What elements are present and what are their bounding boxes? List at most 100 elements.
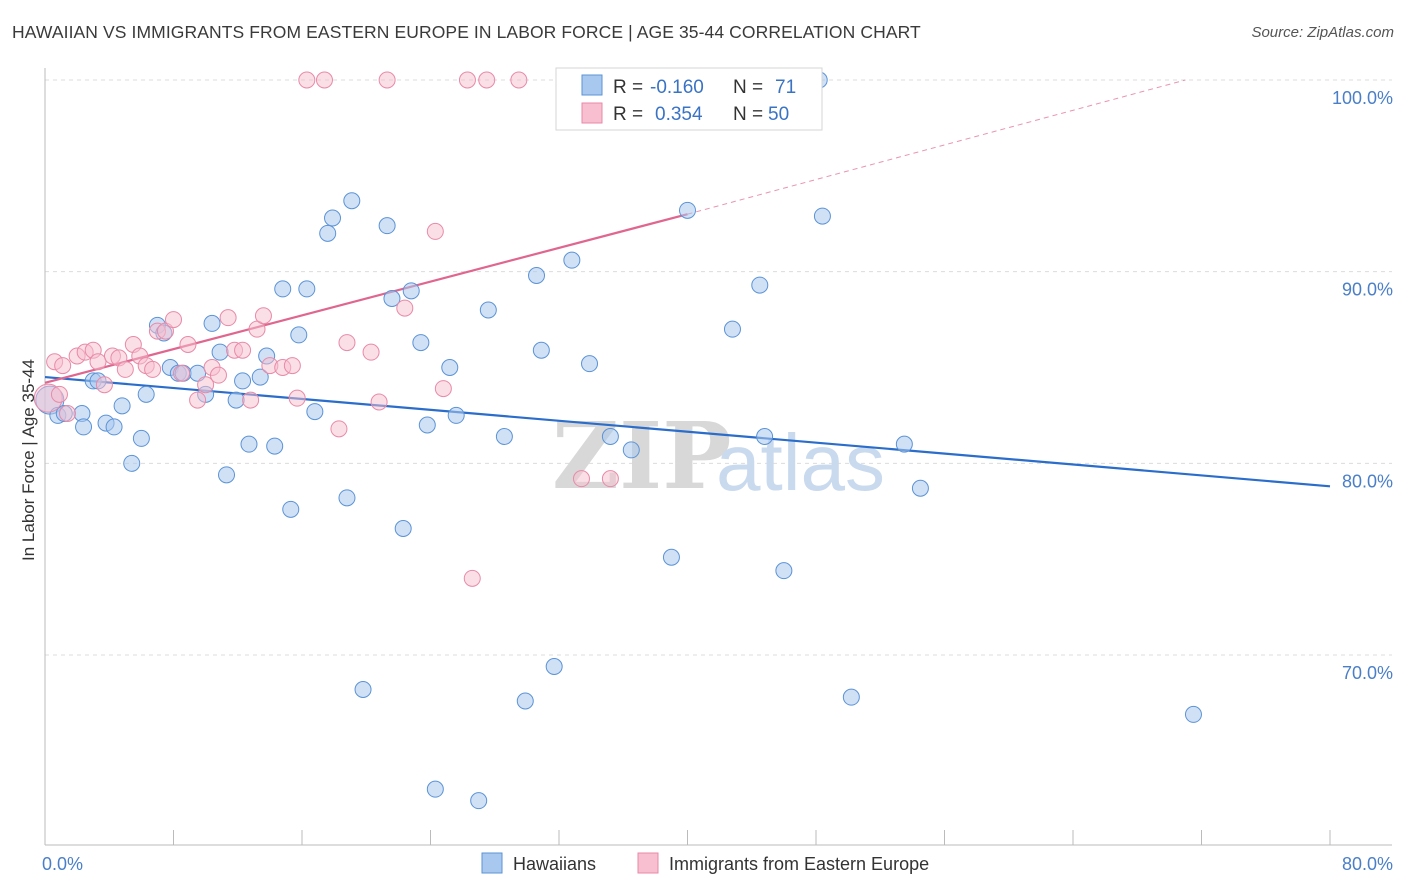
eastern-europe-point: [338, 334, 356, 352]
hawaiian-point: [274, 280, 292, 298]
eastern-europe-point: [173, 364, 191, 382]
hawaiian-point: [137, 385, 155, 403]
eastern-europe-point: [370, 393, 388, 411]
hawaiian-point: [266, 437, 284, 455]
hawaiian-point: [282, 500, 300, 518]
trend-lines: [44, 79, 1331, 488]
eastern-europe-point: [156, 322, 174, 340]
legend-n-value-hawaiians: 71: [775, 77, 796, 98]
y-tick-label: 70.0%: [1342, 663, 1393, 683]
legend-n-value-eastern-europe: 50: [768, 104, 789, 125]
eastern-europe-point: [89, 353, 107, 371]
data-points: [33, 71, 1202, 810]
eastern-europe-point: [144, 360, 162, 378]
hawaiian-point: [418, 416, 436, 434]
y-tick-labels: 70.0% 80.0% 90.0% 100.0%: [1332, 88, 1393, 683]
hawaiian-point: [105, 418, 123, 436]
hawaiian-point: [343, 192, 361, 210]
eastern-europe-point: [254, 307, 272, 325]
hawaiian-point: [227, 391, 245, 409]
eastern-europe-point: [362, 343, 380, 361]
hawaiian-point: [756, 428, 774, 445]
eastern-europe-point: [378, 71, 396, 89]
eastern-europe-point: [283, 357, 301, 375]
hawaiian-point: [895, 435, 913, 453]
hawaiian-point: [338, 489, 356, 507]
legend: R = -0.160 N = 71 R = 0.354 N = 50: [555, 67, 823, 131]
hawaiian-point: [563, 251, 581, 269]
hawaiian-point: [383, 290, 401, 307]
bottom-legend-label-eastern-europe: Immigrants from Eastern Europe: [669, 854, 929, 874]
trend-line-eastern-europe-extension: [687, 79, 1186, 215]
hawaiian-point: [479, 301, 497, 319]
eastern-europe-point: [572, 470, 590, 488]
eastern-europe-point: [315, 71, 333, 89]
eastern-europe-point: [434, 380, 452, 398]
hawaiian-point: [324, 209, 342, 227]
axes: [44, 68, 1392, 846]
legend-n-label: N =: [733, 104, 763, 125]
eastern-europe-point: [209, 366, 227, 384]
eastern-europe-point: [116, 360, 134, 378]
hawaiian-point: [251, 368, 269, 386]
hawaiian-point: [354, 681, 372, 698]
hawaiian-point: [234, 372, 252, 390]
hawaiian-point: [581, 355, 599, 373]
x-tick-label-max: 80.0%: [1342, 854, 1393, 874]
bottom-legend-label-hawaiians: Hawaiians: [513, 854, 596, 874]
hawaiian-point: [319, 224, 337, 242]
x-tick-label-min: 0.0%: [42, 854, 83, 874]
hawaiian-point: [402, 282, 420, 300]
hawaiian-point: [622, 441, 640, 459]
hawaiian-point: [426, 780, 444, 798]
x-tick-labels: 0.0% 80.0%: [42, 854, 1393, 874]
eastern-europe-point: [330, 420, 348, 438]
hawaiian-point: [679, 201, 696, 219]
eastern-europe-point: [197, 376, 215, 394]
chart-title: HAWAIIAN VS IMMIGRANTS FROM EASTERN EURO…: [12, 22, 921, 42]
hawaiian-point: [306, 403, 324, 421]
hawaiian-point: [240, 435, 258, 453]
watermark-atlas: atlas: [716, 418, 885, 507]
eastern-europe-point: [242, 391, 260, 409]
hawaiian-point: [601, 428, 619, 445]
legend-swatch-hawaiians: [581, 74, 603, 96]
eastern-europe-point: [396, 299, 414, 317]
hawaiian-point: [447, 406, 465, 424]
hawaiian-point: [911, 479, 929, 497]
trend-line-eastern-europe: [44, 213, 688, 384]
eastern-europe-point: [54, 357, 72, 375]
eastern-europe-point: [458, 71, 476, 89]
legend-r-label: R =: [613, 104, 643, 125]
hawaiian-point: [813, 207, 831, 225]
eastern-europe-point: [95, 376, 113, 394]
legend-r-label: R =: [613, 77, 643, 98]
y-tick-label: 100.0%: [1332, 88, 1393, 108]
eastern-europe-point: [298, 71, 316, 89]
bottom-legend-swatch-hawaiians: [481, 852, 503, 874]
eastern-europe-point: [463, 569, 481, 587]
y-axis-label: In Labor Force | Age 35-44: [19, 359, 38, 561]
eastern-europe-point: [478, 71, 496, 89]
hawaiian-point: [211, 343, 229, 361]
hawaiian-point: [378, 217, 396, 235]
hawaiian-point: [662, 548, 680, 566]
eastern-europe-point: [219, 309, 237, 327]
grid-lines: [45, 79, 1392, 656]
hawaiian-point: [394, 520, 412, 537]
bottom-legend: Hawaiians Immigrants from Eastern Europe: [481, 852, 929, 874]
eastern-europe-point: [58, 405, 76, 422]
eastern-europe-point: [510, 71, 528, 89]
hawaiian-point: [470, 792, 488, 810]
eastern-europe-point: [288, 389, 306, 407]
hawaiian-point: [516, 692, 534, 710]
hawaiian-point: [123, 454, 141, 472]
hawaiian-point: [218, 466, 236, 484]
y-tick-label: 80.0%: [1342, 471, 1393, 491]
hawaiian-point: [528, 267, 546, 284]
watermark-zip: ZIP: [552, 402, 731, 510]
legend-r-value-hawaiians: -0.160: [650, 77, 704, 98]
legend-n-label: N =: [733, 77, 763, 98]
hawaiian-point: [1184, 705, 1202, 723]
